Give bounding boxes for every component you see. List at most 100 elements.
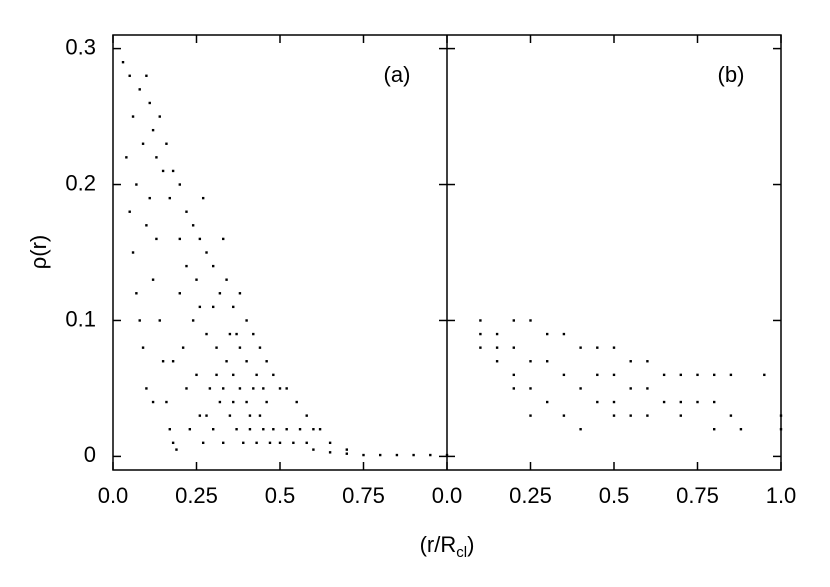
point: [285, 387, 288, 390]
point: [579, 346, 582, 349]
point: [178, 292, 181, 295]
point: [713, 400, 716, 404]
point: [395, 453, 399, 457]
x-tick-label: 0.75: [342, 483, 385, 508]
point: [596, 400, 599, 404]
point: [713, 373, 716, 377]
point: [201, 196, 205, 200]
point: [135, 183, 138, 186]
point: [135, 292, 138, 295]
point: [131, 115, 135, 118]
point: [145, 387, 148, 390]
point: [495, 332, 499, 336]
point: [295, 400, 298, 404]
point: [298, 428, 302, 431]
point: [161, 169, 165, 173]
point: [479, 346, 482, 349]
point: [546, 332, 549, 336]
point: [138, 88, 141, 91]
point: [529, 387, 532, 390]
point: [171, 441, 175, 445]
point: [168, 196, 171, 200]
point: [252, 387, 255, 390]
point: [225, 278, 228, 281]
point: [529, 319, 532, 322]
point: [729, 414, 733, 417]
x-tick-label: 0.75: [676, 483, 719, 508]
point: [218, 292, 222, 295]
x-label-main: (r/R: [420, 532, 457, 557]
point: [212, 305, 215, 309]
point: [218, 400, 222, 404]
point: [596, 346, 599, 349]
point: [168, 428, 171, 431]
point: [195, 278, 198, 281]
point: [268, 441, 272, 445]
point: [512, 346, 515, 349]
point: [579, 387, 582, 390]
point: [238, 292, 242, 295]
point: [629, 414, 632, 417]
point: [138, 319, 141, 322]
panel-annotation: (a): [384, 62, 411, 87]
point: [212, 264, 215, 268]
point: [242, 441, 245, 445]
point: [379, 453, 382, 457]
point: [546, 400, 549, 404]
point: [529, 360, 532, 363]
point: [252, 332, 255, 336]
point: [696, 400, 699, 404]
point: [248, 428, 252, 431]
point: [151, 400, 155, 404]
point: [195, 373, 198, 377]
point: [181, 346, 185, 349]
point: [198, 414, 202, 417]
point: [198, 305, 202, 309]
point: [245, 319, 248, 322]
point: [155, 237, 158, 241]
point: [258, 346, 262, 349]
x-label-end: ): [467, 532, 474, 557]
point: [245, 400, 248, 404]
point: [255, 373, 258, 377]
point: [495, 360, 499, 363]
point: [445, 453, 449, 457]
point: [238, 346, 242, 349]
point: [245, 360, 248, 363]
point: [185, 210, 188, 213]
point: [215, 346, 218, 349]
point: [305, 441, 308, 445]
y-tick-label: 0.2: [65, 170, 96, 195]
point: [596, 373, 599, 377]
point: [145, 74, 148, 77]
point: [429, 453, 432, 457]
point: [191, 224, 195, 227]
point: [345, 452, 348, 455]
point: [512, 387, 515, 390]
point: [779, 428, 783, 431]
point: [562, 373, 566, 377]
y-axis-label: ρ(r): [26, 235, 51, 270]
point: [158, 115, 161, 118]
point: [729, 373, 733, 377]
point: [612, 400, 616, 404]
point: [679, 414, 682, 417]
point: [512, 373, 515, 377]
point: [612, 373, 616, 377]
x-tick-label: 0.5: [599, 483, 630, 508]
point: [178, 237, 181, 241]
point: [165, 142, 168, 145]
point: [696, 373, 699, 377]
point: [272, 428, 275, 431]
point: [305, 414, 308, 417]
point: [512, 319, 515, 322]
point: [121, 60, 125, 64]
point: [205, 251, 208, 254]
point: [479, 332, 482, 336]
point: [562, 332, 566, 336]
point: [278, 441, 282, 445]
point: [222, 237, 225, 241]
point: [612, 414, 616, 417]
point: [412, 453, 415, 457]
x-tick-label: 0.0: [432, 483, 463, 508]
